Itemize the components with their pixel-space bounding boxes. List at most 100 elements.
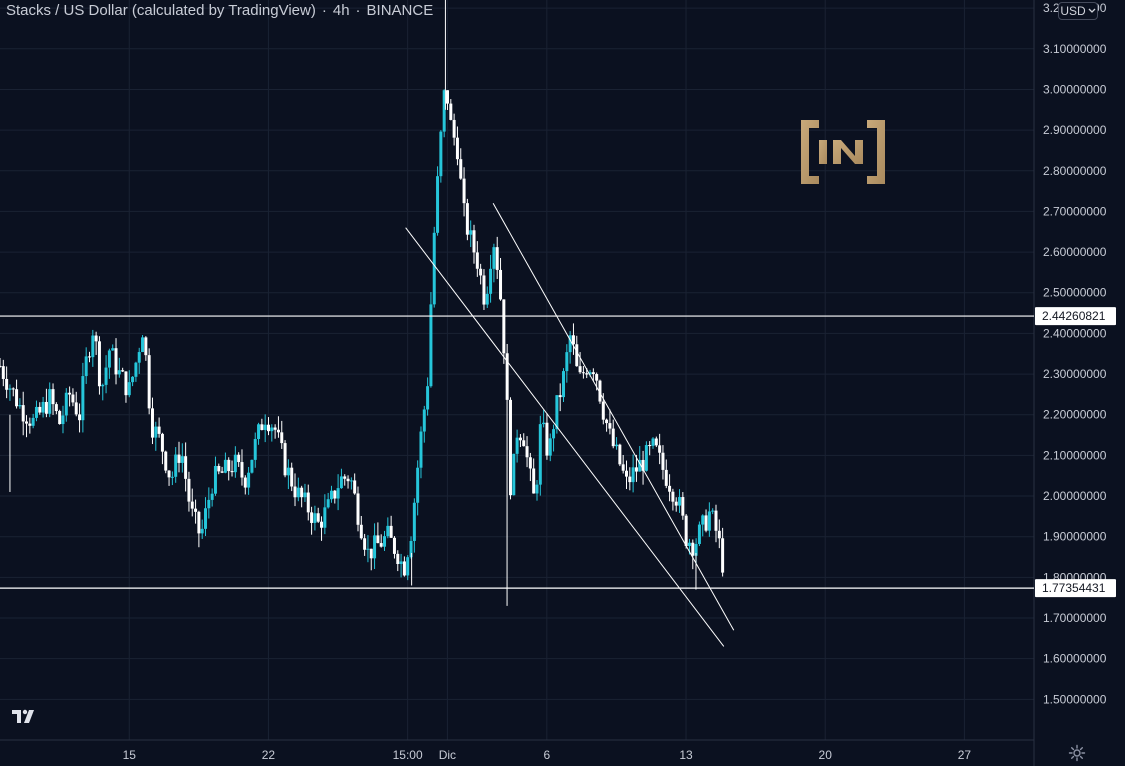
candle-down xyxy=(15,389,19,407)
candle-down xyxy=(276,429,280,433)
candle-up xyxy=(18,405,22,407)
candle-up xyxy=(568,335,572,353)
candle-down xyxy=(376,535,380,544)
candle-up xyxy=(31,417,35,426)
x-tick-label: 20 xyxy=(819,748,833,762)
candle-up xyxy=(409,540,413,558)
candle-down xyxy=(621,464,625,471)
currency-selector[interactable]: USD xyxy=(1058,2,1098,20)
tradingview-logo-icon[interactable] xyxy=(10,706,38,726)
candle-down xyxy=(558,395,562,398)
candle-down xyxy=(595,374,599,381)
candle-up xyxy=(41,401,45,413)
candle-down xyxy=(482,275,486,305)
candle-down xyxy=(300,487,304,498)
candle-down xyxy=(121,370,125,372)
candle-down xyxy=(591,372,595,375)
candle-down xyxy=(194,508,198,512)
title-separator: · xyxy=(355,2,361,19)
candle-down xyxy=(363,538,367,550)
candle-up xyxy=(111,348,115,351)
candle-down xyxy=(58,411,62,425)
candle-up xyxy=(323,507,327,528)
candle-down xyxy=(177,454,181,463)
candle-up xyxy=(250,459,254,473)
candle-down xyxy=(721,538,725,573)
price-label-box xyxy=(1035,579,1116,598)
candle-down xyxy=(78,414,82,421)
candle-up xyxy=(422,409,426,432)
candle-up xyxy=(432,232,436,305)
candle-up xyxy=(373,535,377,559)
candle-down xyxy=(714,510,718,531)
candle-up xyxy=(303,492,307,498)
y-tick-label: 1.50000000 xyxy=(1043,692,1107,706)
x-tick-label: 27 xyxy=(958,748,972,762)
candle-up xyxy=(548,438,552,456)
candle-down xyxy=(54,404,58,412)
candle-up xyxy=(137,352,141,363)
candle-up xyxy=(485,293,489,305)
candle-up xyxy=(631,467,635,483)
candle-down xyxy=(197,511,201,534)
candle-down xyxy=(598,380,602,402)
candle-down xyxy=(11,388,15,390)
candle-up xyxy=(313,513,317,523)
candle-up xyxy=(366,548,370,550)
candle-down xyxy=(472,230,476,253)
candle-up xyxy=(515,437,519,454)
candle-down xyxy=(227,459,231,472)
candle-up xyxy=(104,367,108,385)
y-tick-label: 2.10000000 xyxy=(1043,448,1107,462)
candle-up xyxy=(349,480,353,482)
candle-down xyxy=(505,353,509,400)
candle-down xyxy=(495,247,499,270)
candle-up xyxy=(562,371,566,398)
candle-down xyxy=(157,426,161,434)
candle-down xyxy=(691,542,695,556)
candle-up xyxy=(81,376,85,421)
candle-up xyxy=(707,511,711,531)
interval-label: 4h xyxy=(332,2,350,19)
candle-up xyxy=(233,454,237,473)
candle-up xyxy=(64,392,68,416)
candle-up xyxy=(492,247,496,269)
candle-down xyxy=(230,471,234,473)
candle-down xyxy=(459,159,463,179)
candle-down xyxy=(28,423,32,426)
price-label-text: 2.44260821 xyxy=(1042,309,1106,323)
candle-up xyxy=(286,467,290,476)
y-tick-label: 3.10000000 xyxy=(1043,42,1107,56)
candle-up xyxy=(638,459,642,472)
candle-down xyxy=(661,452,665,470)
y-tick-label: 1.90000000 xyxy=(1043,530,1107,544)
candle-down xyxy=(396,553,400,564)
candle-down xyxy=(611,428,615,447)
candle-down xyxy=(280,432,284,444)
candle-up xyxy=(170,476,174,478)
candle-up xyxy=(223,459,227,473)
candle-down xyxy=(266,424,270,432)
candle-down xyxy=(581,372,585,374)
candle-down xyxy=(634,467,638,472)
candle-down xyxy=(359,524,363,539)
candle-down xyxy=(641,459,645,471)
candle-down xyxy=(369,548,373,559)
candle-down xyxy=(658,445,662,453)
candle-up xyxy=(701,515,705,525)
candle-up xyxy=(326,499,330,508)
gear-icon[interactable] xyxy=(1068,744,1086,762)
candle-down xyxy=(528,457,532,469)
candle-up xyxy=(694,543,698,556)
candle-down xyxy=(618,444,622,465)
candle-up xyxy=(296,487,300,498)
y-tick-label: 2.30000000 xyxy=(1043,367,1107,381)
x-tick-label: 22 xyxy=(262,748,276,762)
candle-up xyxy=(154,426,158,438)
candle-down xyxy=(114,348,118,375)
candle-up xyxy=(697,524,701,544)
candle-down xyxy=(293,486,297,498)
candle-down xyxy=(681,497,685,516)
candle-up xyxy=(48,389,52,414)
